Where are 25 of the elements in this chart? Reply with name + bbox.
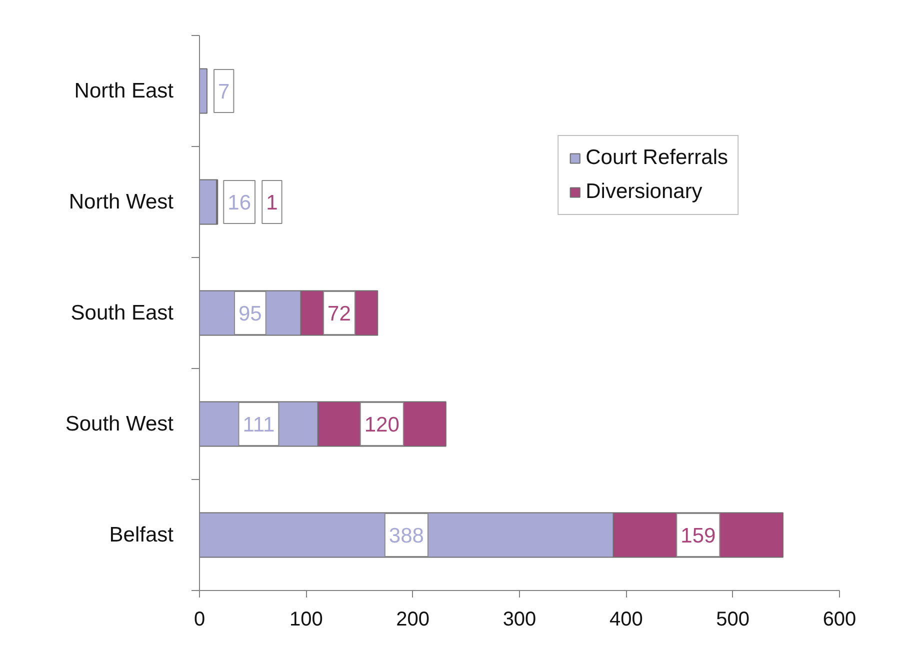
data-label: 120 <box>364 414 400 436</box>
data-label: 388 <box>388 524 424 548</box>
y-tick-label: North East <box>74 80 174 102</box>
data-label: 111 <box>242 414 275 436</box>
x-tick-label: 600 <box>822 608 856 630</box>
x-tick-label: 300 <box>502 608 536 630</box>
x-tick-label: 500 <box>716 608 750 630</box>
y-tick-label: North West <box>68 190 174 214</box>
x-tick-label: 0 <box>194 608 206 630</box>
bar <box>200 68 208 114</box>
data-label: 7 <box>218 80 230 104</box>
x-tick-label: 400 <box>609 608 643 630</box>
legend-label: Diversionary <box>586 180 702 204</box>
bar <box>200 179 218 225</box>
data-label: 159 <box>680 524 716 548</box>
data-label: 1 <box>266 192 278 214</box>
legend-label: Court Referrals <box>586 146 728 170</box>
data-label: 72 <box>328 302 351 326</box>
x-tick-label: 200 <box>396 608 430 630</box>
y-tick-label: South East <box>70 302 174 324</box>
x-tick-label: 100 <box>289 608 323 630</box>
y-tick-label: Belfast <box>109 524 174 546</box>
data-label: 95 <box>238 302 262 326</box>
y-tick-label: South West <box>65 412 174 436</box>
data-label: 16 <box>228 192 252 214</box>
